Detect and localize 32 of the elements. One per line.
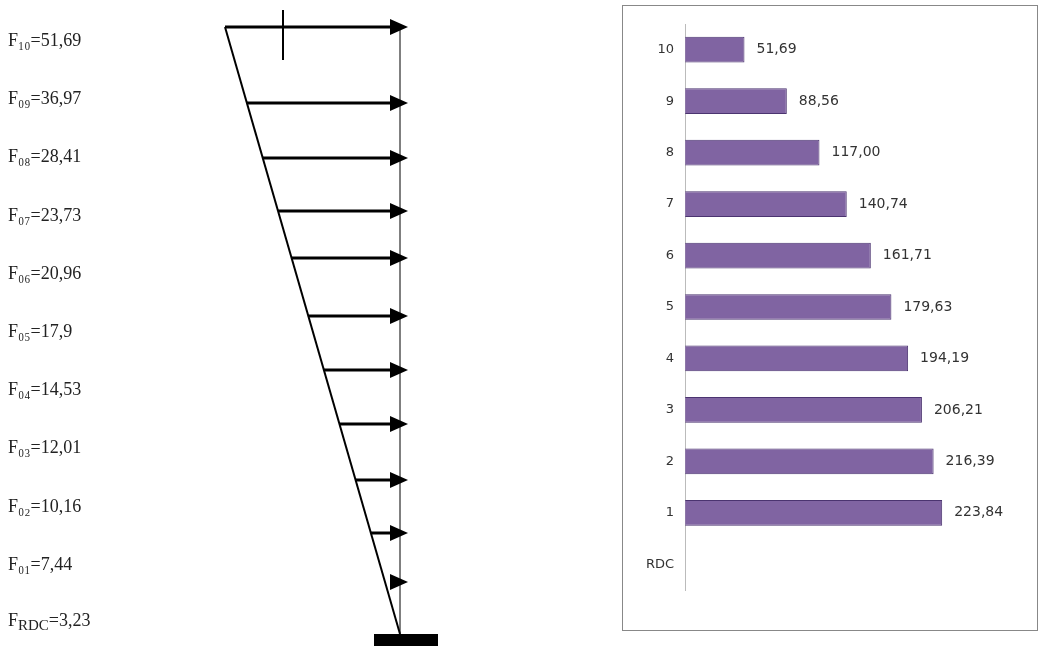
data-label: 88,56 — [798, 91, 839, 108]
data-label: 161,71 — [882, 246, 932, 263]
data-label: 223,84 — [954, 503, 1004, 520]
y-tick-label: 7 — [665, 195, 675, 211]
data-label: 179,63 — [903, 297, 953, 314]
y-tick-label: 6 — [665, 246, 675, 262]
text: F₀₇=23,73 — [8, 204, 82, 226]
y-tick-label: 10 — [657, 41, 675, 57]
y-tick-label: 1 — [665, 504, 675, 520]
text: F₀₂=10,16 — [8, 495, 82, 517]
text: F₀₅=17,9 — [8, 320, 73, 342]
text: F₀₁=7,44 — [8, 553, 73, 575]
text: F₀₉=36,97 — [8, 87, 82, 109]
text: F₀₆=20,96 — [8, 262, 82, 284]
y-tick-label: 8 — [665, 144, 675, 160]
data-label: 194,19 — [920, 349, 970, 366]
text: F₀₄=14,53 — [8, 378, 82, 400]
data-label: 51,69 — [756, 40, 797, 57]
text: F₁₀=51,69 — [8, 29, 82, 51]
y-tick-label: 2 — [665, 452, 675, 468]
y-tick-label: 5 — [665, 298, 675, 314]
text: F₀₃=12,01 — [8, 436, 82, 458]
data-label: 117,00 — [831, 143, 881, 160]
data-label: 216,39 — [945, 452, 995, 468]
y-tick-label: RDC — [646, 555, 675, 571]
text: F₀₈=28,41 — [8, 145, 82, 167]
data-label: 140,74 — [858, 194, 908, 211]
text: F$_{RDC}$=3,23 — [8, 609, 91, 635]
data-label: 206,21 — [933, 400, 983, 417]
y-tick-label: 4 — [665, 349, 675, 365]
y-tick-label: 9 — [665, 92, 675, 108]
y-tick-label: 3 — [665, 401, 675, 417]
